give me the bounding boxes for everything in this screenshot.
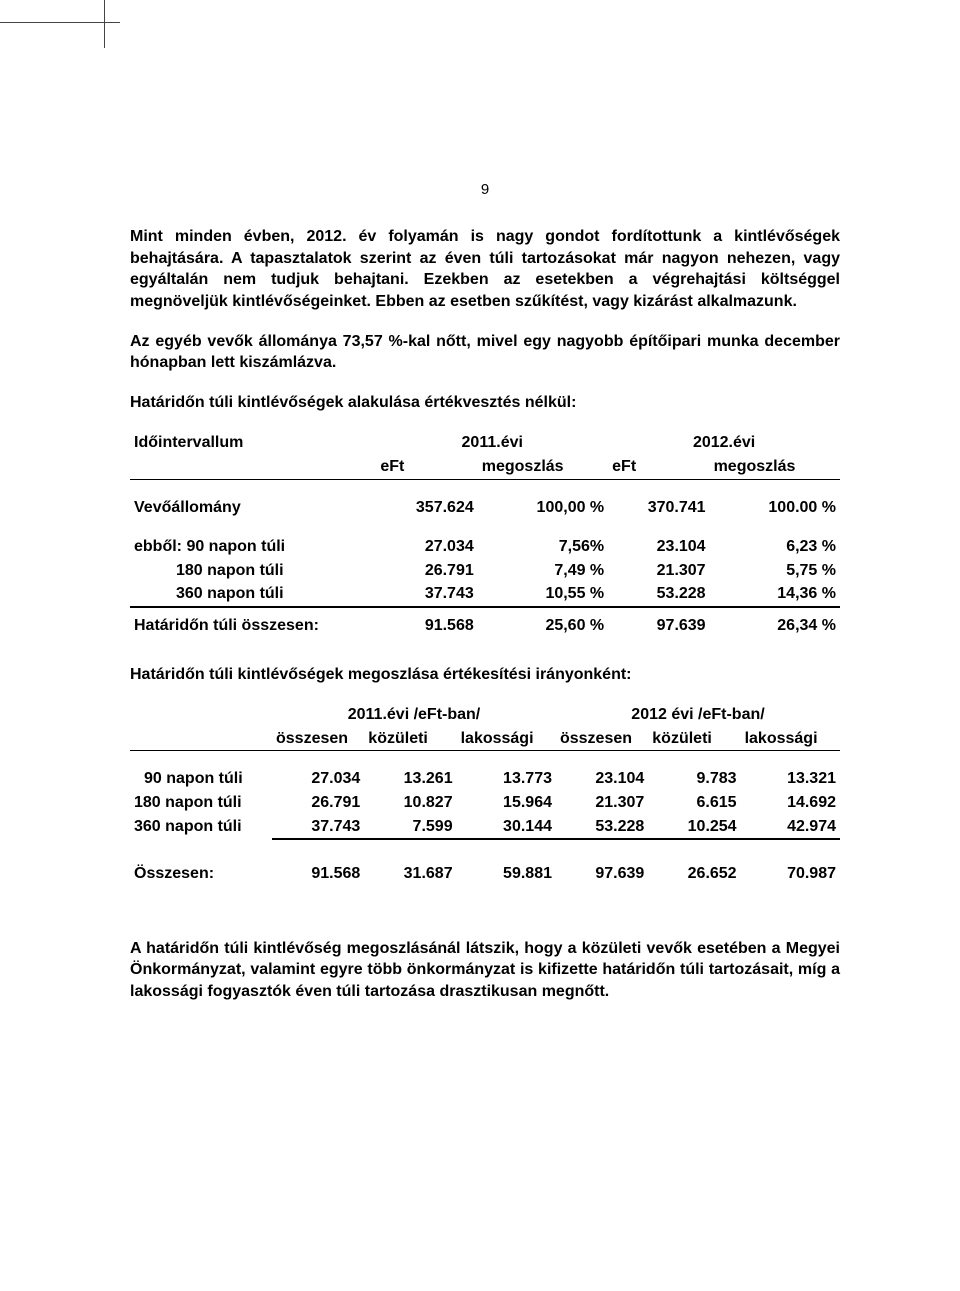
t1-r0-c: 370.741: [608, 496, 709, 520]
t1-total-d: 26,34 %: [710, 614, 840, 638]
t2-r3-b: 7.599: [364, 815, 456, 840]
t1-r0-b: 100,00 %: [478, 496, 608, 520]
t1-row-90: ebből: 90 napon túli 27.034 7,56% 23.104…: [130, 535, 840, 559]
t1-head-year-2012: 2012.évi: [608, 431, 840, 455]
t2-total-label: Összesen:: [130, 862, 272, 886]
paragraph-3: Határidőn túli kintlévőségek alakulása é…: [130, 392, 840, 414]
t2-head-group-2011: 2011.évi /eFt-ban/: [272, 703, 556, 727]
t1-total-c: 97.639: [608, 614, 709, 638]
t2-header-groups: 2011.évi /eFt-ban/ 2012 évi /eFt-ban/: [130, 703, 840, 727]
t1-r1-b: 7,56%: [478, 535, 608, 559]
t2-header-cols: összesen közületi lakossági összesen köz…: [130, 727, 840, 751]
t2-row-total: Összesen: 91.568 31.687 59.881 97.639 26…: [130, 862, 840, 886]
t2-head-c1: összesen: [272, 727, 364, 751]
t1-r0-label: Vevőállomány: [130, 496, 376, 520]
t1-header-years: Időintervallum 2011.évi 2012.évi: [130, 431, 840, 455]
t1-r3-a: 37.743: [376, 582, 477, 607]
t2-head-group-2012: 2012 évi /eFt-ban/: [556, 703, 840, 727]
page-number: 9: [130, 180, 840, 200]
t1-r1-c: 23.104: [608, 535, 709, 559]
t2-head-c2: közületi: [364, 727, 456, 751]
t2-r1-e: 9.783: [648, 767, 740, 791]
t2-r1-b: 13.261: [364, 767, 456, 791]
t2-row-180: 180 napon túli 26.791 10.827 15.964 21.3…: [130, 791, 840, 815]
t1-row-total: Határidőn túli összesen: 91.568 25,60 % …: [130, 614, 840, 638]
t2-r3-d: 53.228: [556, 815, 648, 840]
t2-r1-c: 13.773: [457, 767, 556, 791]
paragraph-4: Határidőn túli kintlévőségek megoszlása …: [130, 664, 840, 686]
paragraph-2: Az egyéb vevők állománya 73,57 %-kal nőt…: [130, 331, 840, 374]
paragraph-5: A határidőn túli kintlévőség megoszlásán…: [130, 938, 840, 1003]
t1-r2-a: 26.791: [376, 559, 477, 583]
t1-r3-d: 14,36 %: [710, 582, 840, 607]
t1-head-interval: Időintervallum: [130, 431, 376, 455]
t2-r2-b: 10.827: [364, 791, 456, 815]
t1-row-360: 360 napon túli 37.743 10,55 % 53.228 14,…: [130, 582, 840, 607]
t1-head-eft-1: eFt: [376, 455, 477, 479]
t1-header-sub: eFt megoszlás eFt megoszlás: [130, 455, 840, 479]
t1-r2-label: 180 napon túli: [130, 559, 376, 583]
t2-r2-c: 15.964: [457, 791, 556, 815]
t2-head-c6: lakossági: [741, 727, 840, 751]
t1-r2-d: 5,75 %: [710, 559, 840, 583]
t2-r3-c: 30.144: [457, 815, 556, 840]
scan-artifact-line-h: [0, 22, 120, 24]
t2-r2-f: 14.692: [741, 791, 840, 815]
t2-r1-label: 90 napon túli: [130, 767, 272, 791]
t1-total-a: 91.568: [376, 614, 477, 638]
t1-r0-a: 357.624: [376, 496, 477, 520]
t2-head-c5: közületi: [648, 727, 740, 751]
t2-r1-d: 23.104: [556, 767, 648, 791]
t1-row-total-stock: Vevőállomány 357.624 100,00 % 370.741 10…: [130, 496, 840, 520]
t1-total-label: Határidőn túli összesen:: [130, 614, 376, 638]
t1-row-180: 180 napon túli 26.791 7,49 % 21.307 5,75…: [130, 559, 840, 583]
t2-r2-label: 180 napon túli: [130, 791, 272, 815]
scan-artifact-line-v: [104, 0, 106, 48]
t2-r1-a: 27.034: [272, 767, 364, 791]
t1-r3-c: 53.228: [608, 582, 709, 607]
t2-total-e: 26.652: [648, 862, 740, 886]
t1-head-meg-2: megoszlás: [710, 455, 840, 479]
t2-r2-d: 21.307: [556, 791, 648, 815]
t2-row-90: 90 napon túli 27.034 13.261 13.773 23.10…: [130, 767, 840, 791]
t2-r2-a: 26.791: [272, 791, 364, 815]
t2-total-c: 59.881: [457, 862, 556, 886]
paragraph-1: Mint minden évben, 2012. év folyamán is …: [130, 226, 840, 312]
t2-r2-e: 6.615: [648, 791, 740, 815]
t1-r1-d: 6,23 %: [710, 535, 840, 559]
t2-row-360: 360 napon túli 37.743 7.599 30.144 53.22…: [130, 815, 840, 840]
t2-r3-f: 42.974: [741, 815, 840, 840]
t1-r3-b: 10,55 %: [478, 582, 608, 607]
t2-r3-label: 360 napon túli: [130, 815, 272, 840]
t2-total-a: 91.568: [272, 862, 364, 886]
t1-r2-c: 21.307: [608, 559, 709, 583]
document-page: 9 Mint minden évben, 2012. év folyamán i…: [0, 0, 960, 1291]
t1-r2-b: 7,49 %: [478, 559, 608, 583]
t1-head-eft-2: eFt: [608, 455, 709, 479]
t1-total-b: 25,60 %: [478, 614, 608, 638]
t2-total-d: 97.639: [556, 862, 648, 886]
t1-r3-label: 360 napon túli: [130, 582, 376, 607]
table-receivables-by-direction: 2011.évi /eFt-ban/ 2012 évi /eFt-ban/ ös…: [130, 703, 840, 886]
t2-total-f: 70.987: [741, 862, 840, 886]
t2-head-c4: összesen: [556, 727, 648, 751]
t1-r1-a: 27.034: [376, 535, 477, 559]
t1-r1-label: ebből: 90 napon túli: [130, 535, 376, 559]
t2-head-c3: lakossági: [457, 727, 556, 751]
t2-r3-e: 10.254: [648, 815, 740, 840]
t2-r1-f: 13.321: [741, 767, 840, 791]
t1-head-year-2011: 2011.évi: [376, 431, 608, 455]
t1-r0-d: 100.00 %: [710, 496, 840, 520]
t2-total-b: 31.687: [364, 862, 456, 886]
t2-r3-a: 37.743: [272, 815, 364, 840]
table-receivables-aging: Időintervallum 2011.évi 2012.évi eFt meg…: [130, 431, 840, 637]
t1-head-meg-1: megoszlás: [478, 455, 608, 479]
